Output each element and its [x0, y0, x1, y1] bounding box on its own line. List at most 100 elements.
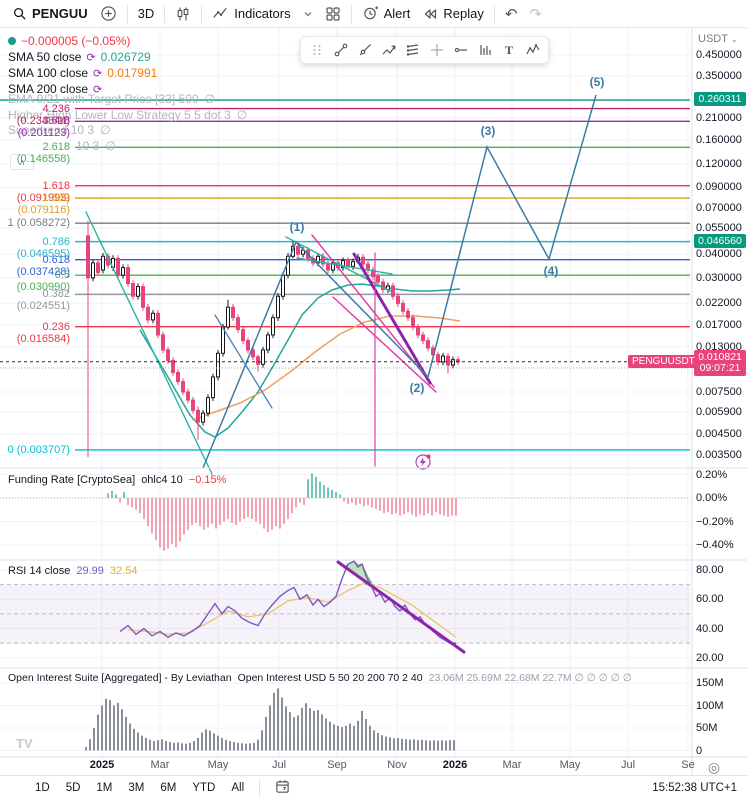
chart-canvas[interactable]: TV: [0, 28, 747, 775]
legend-row-sma100[interactable]: SMA 100 close ⟳ 0.017991: [8, 65, 157, 81]
eye-off-icon[interactable]: ∅: [100, 123, 111, 137]
ray-tool-button[interactable]: [353, 39, 376, 61]
funding-bar: [159, 498, 161, 548]
legend-collapse-button[interactable]: ∧: [10, 154, 34, 170]
clock-timezone-button[interactable]: 15:52:38 UTC+1: [652, 782, 737, 794]
range-button-ytd[interactable]: YTD: [192, 782, 216, 794]
oi-bar: [301, 707, 303, 751]
trendline-drawing[interactable]: [352, 252, 432, 385]
compare-add-button[interactable]: [94, 3, 123, 24]
legend-row-hidden-hhll[interactable]: Higher High Lower Low Strategy 5 5 dot 3…: [8, 108, 248, 122]
trendline-drawing[interactable]: [85, 211, 213, 475]
funding-bar: [355, 498, 357, 506]
oi-bar: [137, 732, 139, 751]
3d-view-button[interactable]: 3D: [137, 6, 155, 21]
legend-row-sma50[interactable]: SMA 50 close ⟳ 0.026729: [8, 49, 157, 65]
oi-panel-legend[interactable]: Open Interest Suite [Aggregated] - By Le…: [8, 672, 632, 684]
funding-bar: [315, 476, 317, 498]
price-tick: 0.090000: [696, 181, 742, 194]
symbol-change-row[interactable]: −0.000005 (−0.05%): [8, 33, 157, 49]
scroll-to-now-button[interactable]: ◎: [707, 759, 721, 775]
range-button-5d[interactable]: 5D: [65, 782, 81, 794]
cross-tool-button[interactable]: [425, 39, 448, 61]
funding-bar: [415, 498, 417, 517]
search-icon: [13, 7, 26, 20]
wave-label[interactable]: (5): [589, 75, 605, 89]
oi-bar: [177, 742, 179, 751]
range-button-1d[interactable]: 1D: [35, 782, 50, 794]
oi-bar: [345, 725, 347, 751]
candle: [156, 310, 160, 339]
funding-panel-legend[interactable]: Funding Rate [CryptoSea] ohlc4 10 −0.15%: [8, 474, 226, 486]
funding-bar: [231, 498, 233, 523]
chart-area[interactable]: TV −0.000005 (−0.05%) SMA 50 close ⟳ 0.0…: [0, 28, 747, 775]
trendline-drawing[interactable]: [214, 314, 273, 409]
oi-bar: [93, 728, 95, 751]
oi-bar: [125, 716, 127, 751]
price-axis-currency-button[interactable]: USDT ⌄: [698, 33, 738, 45]
oi-bar: [173, 742, 175, 751]
chevron-down-icon: ⌄: [730, 35, 738, 44]
funding-bar: [351, 498, 353, 503]
trendline-drawing[interactable]: [296, 257, 393, 275]
fib-level-label: 1.382 (0.079116): [17, 192, 70, 217]
fib-level-label: 3.618 (0.201123): [17, 115, 70, 140]
range-button-3m[interactable]: 3M: [128, 782, 145, 794]
range-button-1m[interactable]: 1M: [96, 782, 113, 794]
elliott-wave-tool-button[interactable]: [521, 39, 544, 61]
wave-label[interactable]: (3): [480, 124, 496, 138]
parallel-channel-tool-button[interactable]: [401, 39, 424, 61]
elliott-wave-drawing[interactable]: [202, 94, 597, 469]
volume-profile-tool-button[interactable]: [473, 39, 496, 61]
range-button-all[interactable]: All: [231, 782, 245, 794]
alert-button[interactable]: Alert: [356, 3, 417, 24]
redo-button[interactable]: ↷: [529, 5, 542, 23]
event-marker-icon[interactable]: [415, 454, 431, 470]
toolbar-separator: [493, 4, 495, 23]
funding-bar: [179, 498, 181, 542]
legend-row-hidden-supertrend[interactable]: Supertrend 10 3 ∅: [8, 123, 111, 137]
rsi-panel-legend[interactable]: RSI 14 close 29.99 32.54: [8, 565, 137, 577]
candle: [126, 264, 130, 287]
indicators-dropdown-button[interactable]: [297, 7, 319, 21]
oi-bar: [317, 710, 319, 751]
chart-style-button[interactable]: [169, 4, 197, 24]
trend-line-tool-button[interactable]: [329, 39, 352, 61]
eye-off-icon[interactable]: ∅: [204, 92, 216, 106]
legend-row-sma200[interactable]: SMA 200 close ⟳: [8, 81, 157, 97]
funding-bar: [203, 498, 205, 530]
trendline-drawing[interactable]: [332, 296, 437, 393]
eye-off-icon[interactable]: ∅: [236, 108, 248, 122]
floating-drawing-toolbar[interactable]: T: [300, 36, 549, 64]
wave-label[interactable]: (4): [543, 264, 559, 278]
eye-off-icon[interactable]: ∅: [105, 139, 116, 153]
wave-label[interactable]: (1): [289, 220, 305, 234]
indicators-button[interactable]: Indicators: [206, 3, 296, 24]
candle: [226, 299, 230, 330]
oi-bar: [417, 740, 419, 751]
range-button-6m[interactable]: 6M: [160, 782, 177, 794]
legend-row-hidden-extra[interactable]: 10 3 ∅: [76, 139, 116, 153]
oi-bar: [185, 743, 187, 751]
candle: [151, 310, 155, 324]
candle: [436, 351, 440, 366]
oi-bar: [373, 730, 375, 751]
wave-label[interactable]: (2): [409, 381, 425, 395]
candle: [366, 260, 370, 274]
funding-bar: [267, 498, 269, 533]
tradingview-logo[interactable]: TV: [16, 736, 33, 751]
horizontal-ray-tool-button[interactable]: [449, 39, 472, 61]
indicator-templates-button[interactable]: [319, 4, 347, 24]
legend-row-hidden-ema[interactable]: EMA 9/21 with Target Price [33] 500 ∅: [8, 92, 216, 106]
replay-button[interactable]: Replay: [416, 4, 489, 24]
symbol-search-button[interactable]: PENGUU: [6, 4, 94, 23]
current-price-value: 0.010821: [698, 350, 742, 363]
go-to-date-button[interactable]: [268, 777, 297, 799]
text-tool-button[interactable]: T: [497, 39, 520, 61]
drag-handle-icon: [313, 45, 320, 55]
funding-bar: [255, 498, 257, 522]
drag-handle[interactable]: [305, 39, 328, 61]
arrow-polyline-tool-button[interactable]: [377, 39, 400, 61]
undo-button[interactable]: ↶: [504, 5, 518, 23]
rsi-trendline[interactable]: [336, 560, 466, 654]
